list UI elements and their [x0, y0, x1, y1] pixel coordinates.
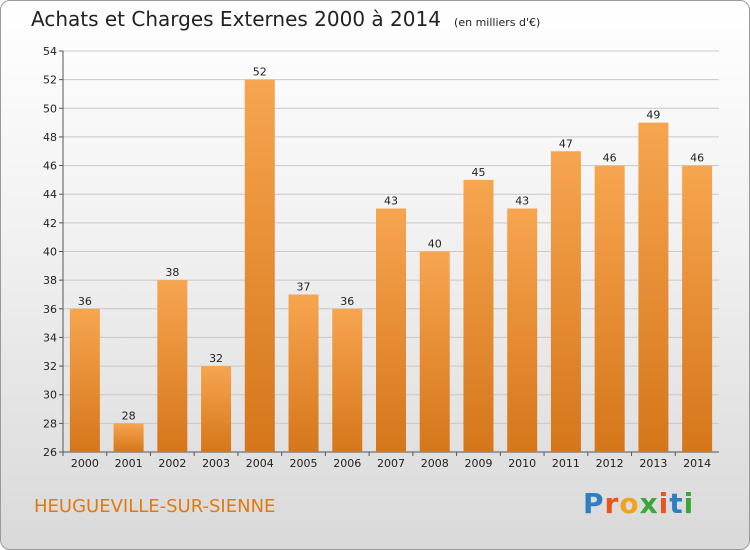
bar-2003	[201, 366, 232, 452]
data-label-2012: 46	[603, 152, 617, 165]
data-label-2002: 38	[165, 266, 179, 279]
commune-name: HEUGUEVILLE-SUR-SIENNE	[34, 496, 276, 517]
bar-2001	[113, 423, 144, 452]
x-tick-label-2004: 2004	[246, 457, 274, 470]
bar-2005	[288, 294, 319, 452]
y-tick-label: 46	[43, 160, 57, 173]
x-tick-label-2013: 2013	[639, 457, 667, 470]
x-tick-label-2003: 2003	[202, 457, 230, 470]
x-tick-label-2010: 2010	[508, 457, 536, 470]
bar-2002	[157, 280, 188, 452]
data-label-2013: 49	[646, 109, 660, 122]
x-tick-label-2001: 2001	[115, 457, 143, 470]
y-tick-label: 30	[43, 389, 57, 402]
logo-letter: i	[658, 487, 670, 520]
chart-title-main: Achats et Charges Externes 2000 à 2014	[31, 7, 441, 31]
data-label-2004: 52	[253, 66, 267, 79]
logo-letter: i	[683, 487, 695, 520]
logo-letter: t	[669, 487, 684, 520]
logo-letter: r	[604, 487, 620, 520]
data-labels: 36 28 38 32 52 37 36 43 40 45 43 47 46 49 46	[78, 66, 704, 423]
data-label-2009: 45	[471, 166, 485, 179]
bar-2013	[638, 122, 669, 452]
x-tick-label-2000: 2000	[71, 457, 99, 470]
data-label-2005: 37	[297, 280, 311, 293]
bar-2010	[507, 208, 538, 452]
y-tick-label: 50	[43, 102, 57, 115]
chart-title: Achats et Charges Externes 2000 à 2014 (…	[31, 7, 540, 31]
y-tick-label: 52	[43, 74, 57, 87]
y-tick-label: 44	[43, 188, 57, 201]
bar-2008	[419, 251, 450, 452]
x-tick-label-2005: 2005	[290, 457, 318, 470]
x-tick-label-2007: 2007	[377, 457, 405, 470]
chart-title-unit: (en milliers d'€)	[454, 16, 541, 29]
y-tick-label: 34	[43, 331, 57, 344]
data-label-2010: 43	[515, 195, 529, 208]
x-tick-label-2006: 2006	[333, 457, 361, 470]
bar-2000	[69, 308, 100, 452]
x-tick-label-2008: 2008	[421, 457, 449, 470]
data-label-2000: 36	[78, 295, 92, 308]
y-tick-label: 48	[43, 131, 57, 144]
x-tick-label-2012: 2012	[596, 457, 624, 470]
y-tick-labels: 26 28 30 32 34 36 38 40 42 44 46 48 50 52 54	[43, 45, 57, 459]
x-tick-label-2009: 2009	[464, 457, 492, 470]
bar-2007	[376, 208, 406, 452]
logo-letter: o	[619, 487, 640, 520]
bars	[69, 79, 713, 453]
proxiti-logo: Proxiti	[583, 487, 694, 520]
data-label-2007: 43	[384, 195, 398, 208]
data-label-2006: 36	[340, 295, 354, 308]
y-tick-label: 42	[43, 217, 57, 230]
y-tick-label: 38	[43, 274, 57, 287]
x-tick-label-2011: 2011	[552, 457, 580, 470]
x-tick-label-2002: 2002	[158, 457, 186, 470]
data-label-2014: 46	[690, 152, 704, 165]
data-label-2001: 28	[122, 409, 136, 422]
y-tick-label: 40	[43, 246, 57, 259]
bar-2011	[550, 151, 581, 452]
bar-2014	[682, 165, 713, 453]
data-label-2008: 40	[428, 238, 442, 251]
bar-2006	[332, 308, 363, 452]
data-label-2003: 32	[209, 352, 223, 365]
y-tick-label: 54	[43, 45, 57, 58]
logo-letter: P	[583, 487, 605, 520]
y-tick-label: 26	[43, 446, 57, 459]
data-label-2011: 47	[559, 137, 573, 150]
bar-2012	[594, 165, 625, 453]
y-tick-label: 36	[43, 303, 57, 316]
y-tick-label: 28	[43, 417, 57, 430]
bar-2004	[244, 79, 275, 453]
bar-2009	[463, 179, 494, 452]
logo-letter: x	[639, 487, 659, 520]
x-tick-labels: 2000 2001 2002 2003 2004 2005 2006 2007 2008 2009…	[62, 452, 711, 470]
y-tick-label: 32	[43, 360, 57, 373]
x-tick-label-2014: 2014	[683, 457, 711, 470]
